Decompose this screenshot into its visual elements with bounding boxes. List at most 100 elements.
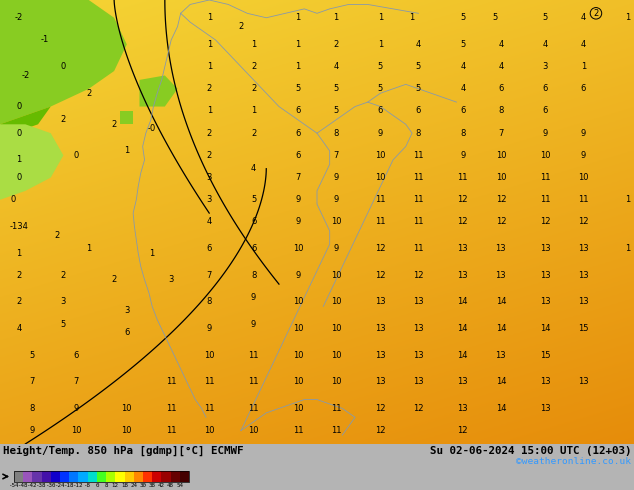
Text: 9: 9: [29, 426, 34, 435]
Text: 6: 6: [251, 244, 256, 253]
Text: 18: 18: [121, 483, 128, 488]
Text: 2: 2: [593, 9, 598, 18]
Text: 15: 15: [540, 351, 550, 360]
Text: 4: 4: [498, 40, 503, 49]
Text: Su 02-06-2024 15:00 UTC (12+03): Su 02-06-2024 15:00 UTC (12+03): [429, 446, 631, 456]
Text: 6: 6: [207, 244, 212, 253]
Text: 13: 13: [578, 377, 588, 386]
Text: 13: 13: [540, 244, 550, 253]
Bar: [162, 471, 171, 482]
Text: 13: 13: [413, 377, 424, 386]
Text: 54: 54: [176, 483, 183, 488]
Text: 3: 3: [124, 306, 129, 315]
Text: 0: 0: [16, 173, 22, 182]
Bar: [60, 471, 69, 482]
Text: 0: 0: [74, 151, 79, 160]
Text: -48: -48: [18, 483, 29, 488]
Text: 9: 9: [207, 324, 212, 333]
Bar: [51, 471, 60, 482]
Text: 8: 8: [105, 483, 108, 488]
Bar: [143, 471, 152, 482]
Text: 4: 4: [581, 13, 586, 22]
Text: 2: 2: [333, 40, 339, 49]
Text: 4: 4: [207, 218, 212, 226]
Text: -1: -1: [40, 35, 49, 45]
Text: 10: 10: [71, 426, 81, 435]
Text: 2: 2: [207, 151, 212, 160]
Text: 8: 8: [333, 129, 339, 138]
Text: 1: 1: [207, 62, 212, 71]
Text: 4: 4: [16, 324, 22, 333]
Text: 10: 10: [331, 351, 341, 360]
Text: 9: 9: [251, 319, 256, 329]
Text: 1: 1: [625, 13, 630, 22]
Text: 9: 9: [333, 196, 339, 204]
Text: 12: 12: [112, 483, 119, 488]
Text: 5: 5: [333, 106, 339, 116]
Text: -30: -30: [46, 483, 56, 488]
Text: 1: 1: [295, 62, 301, 71]
Text: 9: 9: [74, 404, 79, 413]
Text: 10: 10: [496, 151, 506, 160]
Text: 4: 4: [543, 40, 548, 49]
Bar: [87, 471, 97, 482]
Text: 6: 6: [251, 218, 256, 226]
Bar: [23, 471, 32, 482]
Text: 2: 2: [86, 89, 91, 98]
Text: 11: 11: [331, 404, 341, 413]
Text: -12: -12: [73, 483, 84, 488]
Text: 5: 5: [492, 13, 497, 22]
Text: 38: 38: [148, 483, 156, 488]
Text: 14: 14: [458, 351, 468, 360]
Text: 6: 6: [124, 328, 129, 338]
Bar: [134, 471, 143, 482]
Text: 11: 11: [249, 351, 259, 360]
Text: 1: 1: [295, 13, 301, 22]
Text: 1: 1: [378, 40, 383, 49]
Text: 11: 11: [375, 218, 385, 226]
Bar: [115, 471, 124, 482]
Text: 10: 10: [331, 324, 341, 333]
Text: 1: 1: [124, 147, 129, 155]
Text: 8: 8: [251, 271, 256, 280]
Text: 13: 13: [578, 244, 588, 253]
Text: 8: 8: [29, 404, 34, 413]
Text: 11: 11: [413, 173, 424, 182]
Text: 2: 2: [251, 84, 256, 93]
Text: 11: 11: [204, 377, 214, 386]
Text: 7: 7: [498, 129, 503, 138]
Bar: [42, 471, 51, 482]
Bar: [14, 471, 189, 482]
Text: 5: 5: [416, 84, 421, 93]
Text: 13: 13: [496, 244, 506, 253]
Text: 14: 14: [496, 297, 506, 306]
Text: 12: 12: [413, 404, 424, 413]
Text: 13: 13: [496, 351, 506, 360]
Text: 13: 13: [375, 377, 385, 386]
Text: Height/Temp. 850 hPa [gdmp][°C] ECMWF: Height/Temp. 850 hPa [gdmp][°C] ECMWF: [3, 446, 243, 456]
Polygon shape: [120, 111, 133, 124]
Text: 5: 5: [251, 196, 256, 204]
Text: 14: 14: [540, 324, 550, 333]
Text: 2: 2: [16, 297, 22, 306]
Text: 14: 14: [458, 297, 468, 306]
Text: 11: 11: [249, 404, 259, 413]
Text: 13: 13: [413, 324, 424, 333]
Polygon shape: [139, 75, 178, 106]
Text: 13: 13: [540, 377, 550, 386]
Bar: [32, 471, 42, 482]
Text: 4: 4: [460, 84, 465, 93]
Text: -0: -0: [148, 124, 157, 133]
Text: 5: 5: [295, 84, 301, 93]
Text: 0: 0: [10, 196, 15, 204]
Text: 6: 6: [460, 106, 465, 116]
Text: 1: 1: [625, 244, 630, 253]
Text: 7: 7: [207, 271, 212, 280]
Text: 5: 5: [378, 84, 383, 93]
Text: 5: 5: [543, 13, 548, 22]
Text: 4: 4: [498, 62, 503, 71]
Text: 10: 10: [578, 173, 588, 182]
Text: 7: 7: [74, 377, 79, 386]
Text: 12: 12: [375, 271, 385, 280]
Text: 12: 12: [496, 218, 506, 226]
